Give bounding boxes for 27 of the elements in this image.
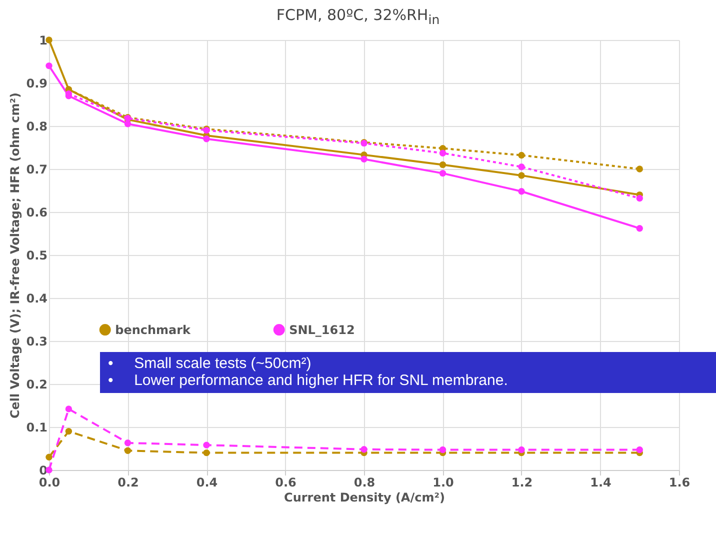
x-tick-label: 1.6 xyxy=(668,476,690,490)
y-axis-title: Cell Voltage (V); IR-free Voltage; HFR (ohm cm²) xyxy=(8,92,22,419)
legend-label: benchmark xyxy=(115,322,192,337)
x-tick-label: 0.4 xyxy=(196,476,218,490)
annotation: • Small scale tests (~50cm²) xyxy=(107,355,312,372)
y-tick-label: 0.3 xyxy=(26,334,48,348)
y-tick-label: 1 xyxy=(39,34,48,48)
x-tick-label: 1.2 xyxy=(511,476,533,490)
x-tick-label: 0.6 xyxy=(275,476,296,490)
legend-label: SNL_1612 xyxy=(289,322,355,337)
x-tick-label: 0.8 xyxy=(354,476,376,490)
y-tick-label: 0.1 xyxy=(26,420,48,434)
y-tick-label: 0.5 xyxy=(26,248,48,262)
y-tick-label: 0.2 xyxy=(26,378,48,392)
x-tick-label: 0.0 xyxy=(38,476,60,490)
x-tick-label: 1.4 xyxy=(590,476,612,490)
y-tick-label: 0.7 xyxy=(26,162,48,176)
text-box: • Small scale tests (~50cm²) • Lower performance and higher HFR for SNL membrane. xyxy=(100,352,716,393)
chart-title: FCPM, 80ºC, 32%RH$_{in}$ xyxy=(275,6,441,27)
annotation: • Lower performance and higher HFR for SNL membrane. xyxy=(107,372,509,389)
y-tick-label: 0.6 xyxy=(26,206,48,220)
x-tick-label: 0.2 xyxy=(118,476,139,490)
y-tick-label: 0.8 xyxy=(26,120,48,134)
y-tick-label: 0.4 xyxy=(26,292,48,306)
x-axis-title: Current Density (A/cm²) xyxy=(284,490,445,504)
y-tick-label: 0.9 xyxy=(26,76,48,90)
x-tick-label: 1.0 xyxy=(432,476,454,490)
